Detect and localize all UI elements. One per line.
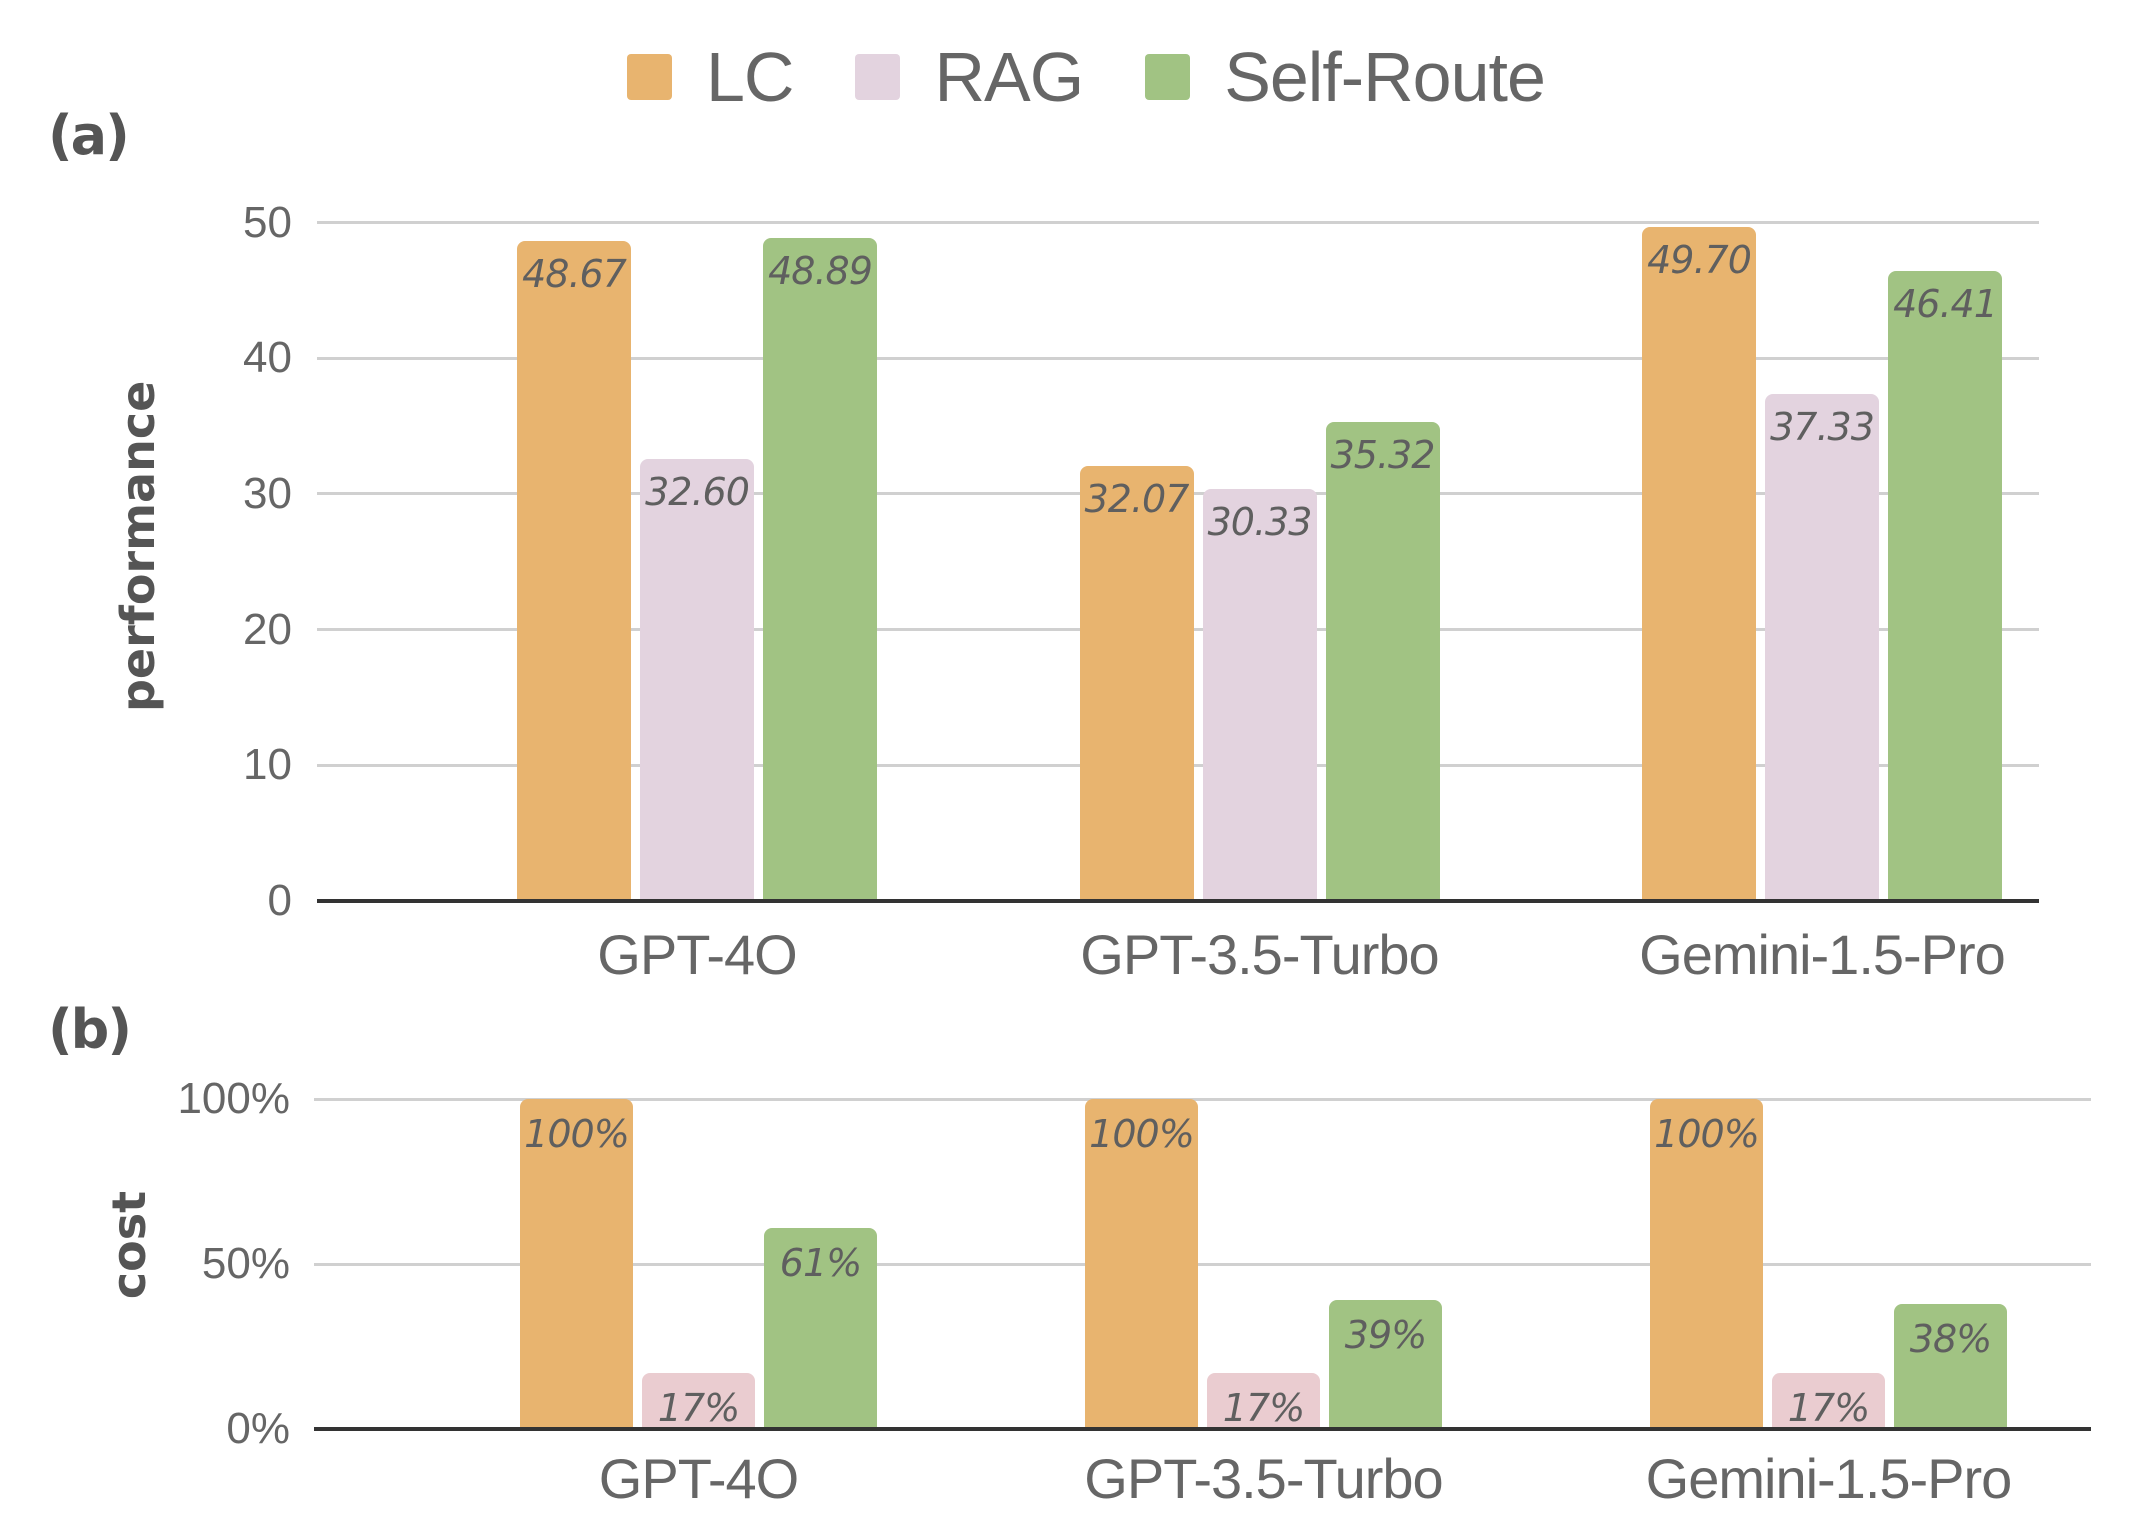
perf-x-category-label: GPT-3.5-Turbo: [1080, 923, 1439, 986]
perf-bar-lc: 32.07: [1079, 465, 1194, 901]
perf-y-tick: 30: [243, 468, 292, 518]
bar-value-label: 100%: [524, 1112, 630, 1156]
cost-bar-lc: 100%: [1650, 1099, 1763, 1429]
cost-bar-rag: 17%: [1772, 1372, 1885, 1430]
cost-y-tick: 50%: [201, 1239, 290, 1288]
perf-y-tick: 20: [243, 604, 292, 654]
panel-b-tag: (b): [48, 998, 132, 1061]
perf-bar-rag: 32.60: [640, 458, 754, 901]
cost-gridline: [314, 1097, 2091, 1101]
perf-y-tick: 40: [243, 333, 292, 383]
panel-a-y-axis-label: performance: [111, 380, 165, 712]
perf-bar-lc: 48.67: [517, 240, 631, 901]
panel-a-tag: (a): [48, 104, 130, 167]
bar-value-label: 35.32: [1330, 432, 1436, 477]
cost-y-tick: 100%: [177, 1074, 290, 1123]
bar-value-label: 37.33: [1770, 405, 1875, 450]
bar-value-label: 17%: [1222, 1385, 1305, 1430]
legend-item-lc: LC: [627, 38, 794, 116]
cost-bar-rag: 17%: [1207, 1372, 1320, 1430]
bar-value-label: 38%: [1909, 1316, 1992, 1361]
perf-bar-rag: 37.33: [1765, 394, 1879, 901]
perf-bar-self-route: 35.32: [1325, 421, 1440, 901]
legend-label: Self-Route: [1224, 38, 1546, 116]
bar-value-label: 100%: [1089, 1112, 1195, 1156]
perf-x-category-label: GPT-4O: [597, 923, 797, 986]
cost-y-tick: 0%: [226, 1404, 290, 1453]
bar-value-label: 46.41: [1893, 282, 1998, 327]
cost-bar-self-route: 61%: [764, 1227, 877, 1429]
bar-value-label: 100%: [1654, 1112, 1760, 1156]
cost-bar-self-route: 38%: [1894, 1303, 2007, 1429]
perf-y-tick: 0: [267, 876, 292, 925]
legend-swatch-lc: [627, 54, 672, 100]
bar-value-label: 39%: [1344, 1313, 1427, 1358]
bar-value-label: 30.33: [1207, 500, 1313, 545]
bar-value-label: 32.07: [1084, 476, 1190, 521]
bar-value-label: 61%: [779, 1240, 862, 1285]
bar-value-label: 48.67: [522, 251, 627, 296]
cost-x-category-label: GPT-3.5-Turbo: [1084, 1447, 1443, 1510]
legend-item-self-route: Self-Route: [1145, 38, 1546, 116]
perf-bar-lc: 49.70: [1642, 226, 1756, 901]
perf-y-tick: 10: [243, 740, 292, 790]
cost-x-axis-line: [314, 1427, 2091, 1431]
legend-item-rag: RAG: [855, 38, 1084, 116]
legend-swatch-self-route: [1145, 54, 1191, 100]
cost-x-category-label: Gemini-1.5-Pro: [1645, 1447, 2013, 1510]
perf-bar-self-route: 48.89: [763, 237, 877, 901]
cost-bar-rag: 17%: [642, 1372, 755, 1430]
legend-label: RAG: [934, 38, 1084, 116]
perf-bar-self-route: 46.41: [1888, 271, 2002, 901]
legend-label: LC: [706, 38, 794, 116]
perf-gridline: [317, 356, 2039, 360]
bar-value-label: 49.70: [1647, 237, 1752, 282]
cost-bar-self-route: 39%: [1329, 1300, 1442, 1429]
perf-bar-rag: 30.33: [1202, 489, 1317, 901]
cost-gridline: [314, 1262, 2091, 1266]
perf-gridline: [317, 221, 2039, 224]
bar-value-label: 48.89: [768, 248, 873, 293]
perf-x-category-label: Gemini-1.5-Pro: [1639, 923, 2006, 986]
perf-y-tick: 50: [243, 197, 292, 247]
bar-value-label: 17%: [1787, 1385, 1870, 1430]
chart-legend: LC RAG Self-Route: [627, 42, 1607, 112]
bar-value-label: 32.60: [645, 469, 750, 514]
bar-value-label: 17%: [657, 1385, 740, 1430]
perf-x-axis-line: [317, 899, 2039, 903]
legend-swatch-rag: [855, 54, 901, 100]
cost-bar-lc: 100%: [520, 1099, 633, 1429]
cost-bar-lc: 100%: [1085, 1099, 1198, 1429]
cost-x-category-label: GPT-4O: [598, 1447, 799, 1510]
